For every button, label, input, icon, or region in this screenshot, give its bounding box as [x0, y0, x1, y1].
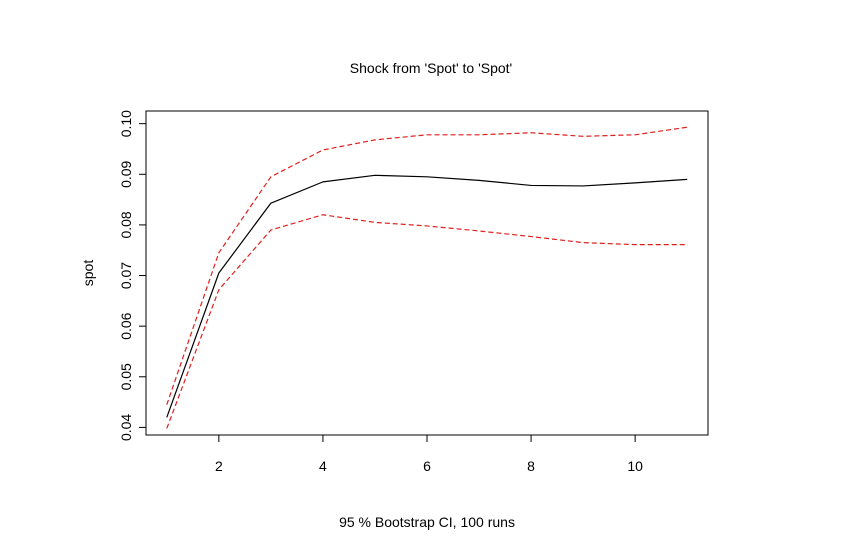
x-tick-label: 4 [319, 458, 327, 474]
y-tick-label: 0.07 [118, 262, 134, 289]
y-tick-label: 0.09 [118, 160, 134, 187]
x-tick-label: 10 [627, 458, 643, 474]
x-tick-label: 8 [527, 458, 535, 474]
y-tick-label: 0.10 [118, 110, 134, 137]
plot-frame [145, 110, 709, 436]
series-line-upper [166, 126, 688, 405]
series-layer [166, 126, 688, 429]
y-tick-label: 0.06 [118, 312, 134, 339]
y-axis-label: spot [80, 260, 96, 287]
x-axis: 2 4 6 8 10 [215, 434, 643, 474]
y-tick-label: 0.08 [118, 211, 134, 238]
y-tick-label: 0.05 [118, 363, 134, 390]
y-tick-label: 0.04 [118, 414, 134, 441]
series-line-lower [166, 214, 688, 429]
x-tick-label: 2 [215, 458, 223, 474]
chart-title: Shock from 'Spot' to 'Spot' [350, 60, 512, 76]
x-tick-label: 6 [423, 458, 431, 474]
series-line-response [166, 174, 688, 418]
x-axis-label: 95 % Bootstrap CI, 100 runs [339, 514, 515, 530]
y-axis: 0.04 0.05 0.06 0.07 0.08 0.09 0.10 [118, 110, 147, 441]
